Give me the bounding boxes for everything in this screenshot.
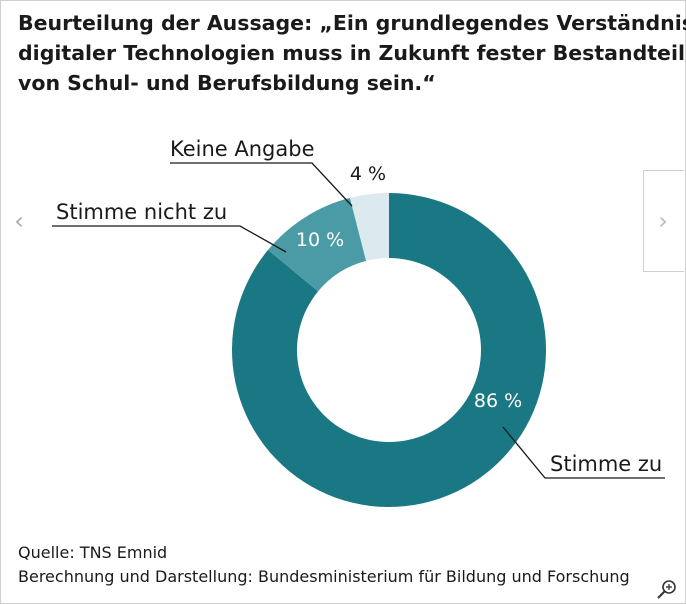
value-label-stimme-zu: 86 % xyxy=(474,390,522,412)
leader-line-keine-angabe xyxy=(170,162,353,207)
title-line-3: von Schul- und Berufsbildung sein.“ xyxy=(18,71,436,95)
chevron-left-icon[interactable]: ‹ xyxy=(14,207,24,235)
value-label-stimme-nicht-zu: 10 % xyxy=(296,229,344,251)
title-line-1: Beurteilung der Aussage: „Ein grundlegen… xyxy=(18,11,686,35)
source-note: Quelle: TNS Emnid Berechnung und Darstel… xyxy=(18,541,668,589)
source-line: Quelle: TNS Emnid xyxy=(18,543,168,562)
slice-stimme-nicht-zu xyxy=(268,197,367,292)
category-label-stimme-nicht-zu: Stimme nicht zu xyxy=(56,200,227,224)
leader-line-stimme-nicht-zu xyxy=(52,225,287,253)
chevron-right-icon: › xyxy=(658,207,668,235)
slice-keine-angabe xyxy=(349,193,389,261)
credit-line: Berechnung und Darstellung: Bundesminist… xyxy=(18,567,630,586)
title-line-2: digitaler Technologien muss in Zukunft f… xyxy=(18,41,686,65)
slice-stimme-zu xyxy=(231,193,546,507)
category-label-keine-angabe: Keine Angabe xyxy=(170,137,315,161)
category-label-stimme-zu: Stimme zu xyxy=(550,452,662,476)
value-label-keine-angabe: 4 % xyxy=(350,163,386,185)
chart-title: Beurteilung der Aussage: „Ein grundlegen… xyxy=(18,8,686,98)
leader-line-stimme-zu xyxy=(502,426,665,479)
zoom-in-icon[interactable] xyxy=(656,578,678,600)
next-slide-button[interactable]: › xyxy=(643,170,684,272)
